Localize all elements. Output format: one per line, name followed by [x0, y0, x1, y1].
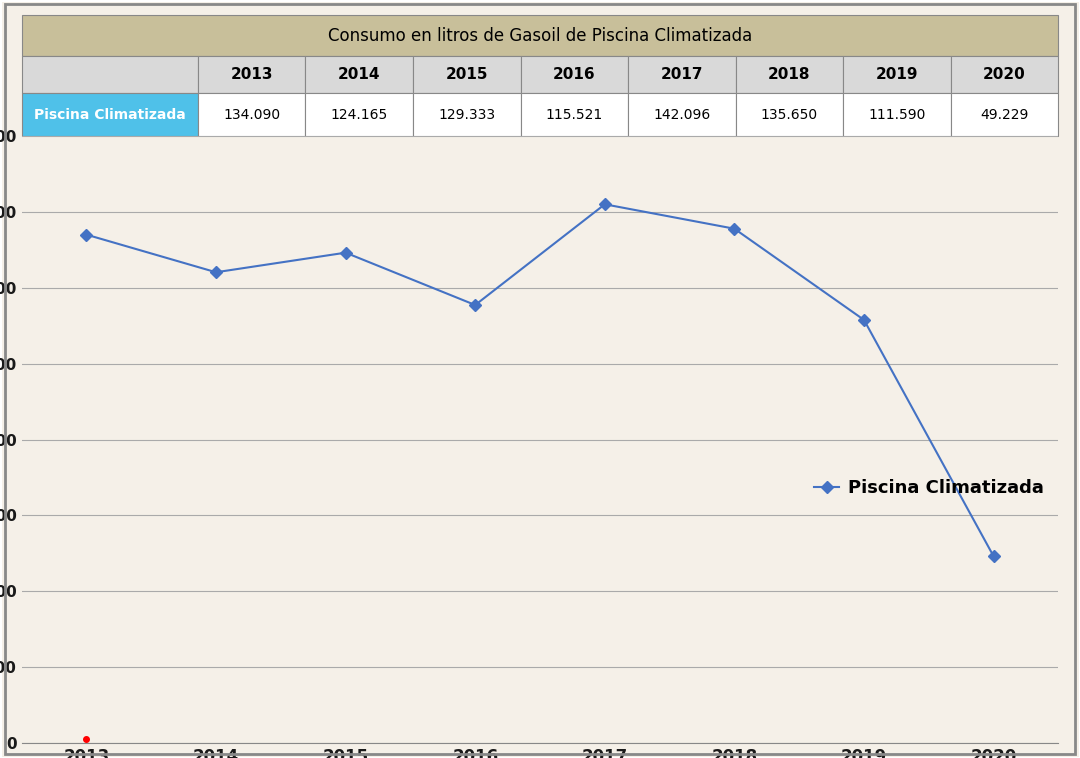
- Bar: [735, 56, 843, 92]
- Bar: [413, 92, 521, 136]
- Piscina Climatizada: [987, 552, 1000, 561]
- Piscina Climatizada: [858, 315, 870, 324]
- Text: 135.650: 135.650: [761, 108, 818, 121]
- Bar: [629, 92, 735, 136]
- Bar: [306, 56, 413, 92]
- Bar: [22, 92, 198, 136]
- Piscina Climatizada: [80, 230, 93, 240]
- Text: 49.229: 49.229: [981, 108, 1029, 121]
- Bar: [950, 56, 1058, 92]
- Bar: [735, 92, 843, 136]
- Line: Piscina Climatizada: Piscina Climatizada: [82, 200, 998, 560]
- Piscina Climatizada: [469, 300, 482, 309]
- Bar: [22, 56, 198, 92]
- Bar: [843, 92, 950, 136]
- Bar: [22, 15, 1058, 56]
- Bar: [629, 56, 735, 92]
- Legend: Piscina Climatizada: Piscina Climatizada: [808, 472, 1050, 504]
- Text: 2020: 2020: [983, 67, 1026, 82]
- Bar: [950, 92, 1058, 136]
- Text: 129.333: 129.333: [438, 108, 496, 121]
- Text: 2016: 2016: [553, 67, 596, 82]
- Text: 142.096: 142.096: [653, 108, 711, 121]
- Piscina Climatizada: [598, 200, 611, 209]
- Text: Consumo en litros de Gasoil de Piscina Climatizada: Consumo en litros de Gasoil de Piscina C…: [328, 27, 752, 45]
- Piscina Climatizada: [728, 224, 741, 233]
- Text: 2014: 2014: [338, 67, 380, 82]
- Text: 2015: 2015: [446, 67, 488, 82]
- Text: 2018: 2018: [768, 67, 811, 82]
- Text: 115.521: 115.521: [545, 108, 603, 121]
- Bar: [521, 92, 629, 136]
- Text: 2019: 2019: [876, 67, 918, 82]
- Piscina Climatizada: [339, 248, 352, 257]
- Text: Piscina Climatizada: Piscina Climatizada: [33, 108, 186, 121]
- Text: 111.590: 111.590: [868, 108, 926, 121]
- Text: 124.165: 124.165: [330, 108, 388, 121]
- Bar: [521, 56, 629, 92]
- Text: 2017: 2017: [661, 67, 703, 82]
- Piscina Climatizada: [210, 268, 222, 277]
- Bar: [306, 92, 413, 136]
- Bar: [413, 56, 521, 92]
- Text: 2013: 2013: [230, 67, 273, 82]
- Bar: [198, 56, 306, 92]
- Bar: [198, 92, 306, 136]
- Text: 134.090: 134.090: [224, 108, 280, 121]
- Bar: [843, 56, 950, 92]
